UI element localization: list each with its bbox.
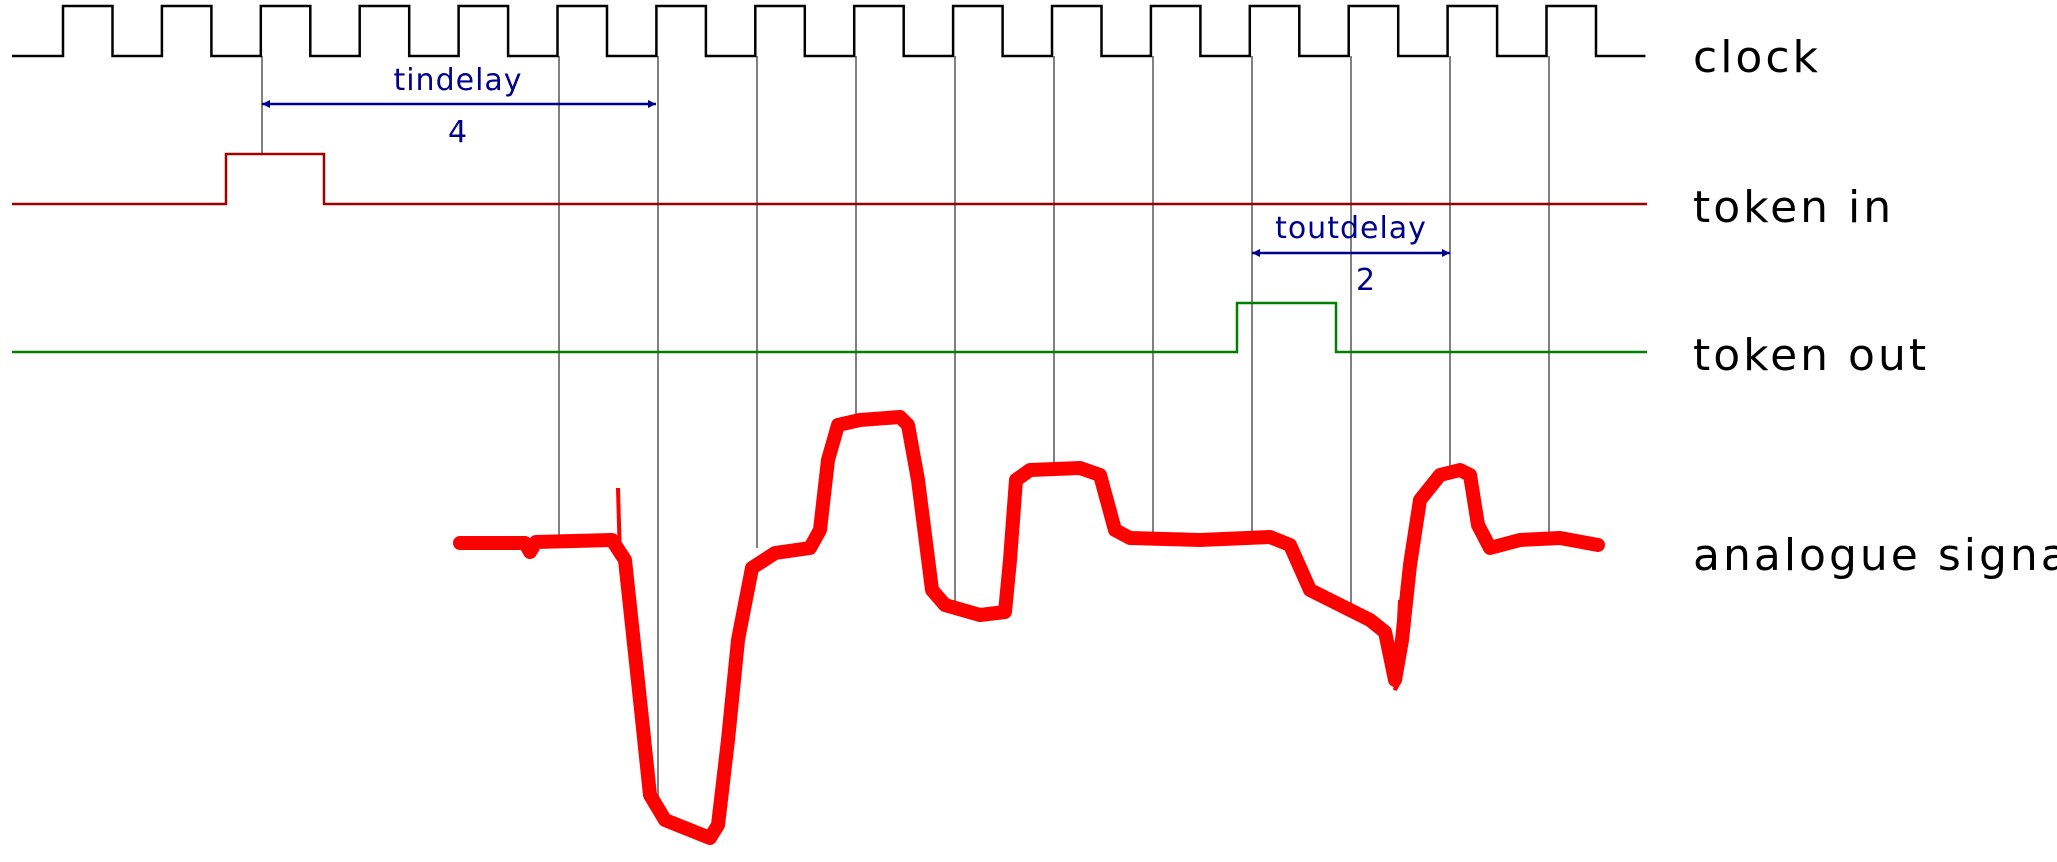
toutdelay-dimension: toutdelay 2	[1252, 211, 1450, 298]
tindelay-value: 4	[448, 115, 468, 150]
analogue-signal-waveform	[453, 410, 1605, 845]
token-in-label: token in	[1693, 182, 1894, 233]
tindelay-label: tindelay	[393, 63, 522, 98]
tindelay-dimension: tindelay 4	[262, 63, 656, 150]
clock-guide-lines	[261, 56, 1550, 820]
token-out-waveform	[12, 301, 1647, 354]
clock-label: clock	[1693, 32, 1821, 83]
token-out-label: token out	[1693, 330, 1929, 381]
clock-waveform	[12, 4, 1646, 58]
toutdelay-value: 2	[1356, 263, 1376, 298]
analogue-signal-label: analogue signal	[1693, 530, 2057, 581]
token-in-waveform	[12, 152, 1647, 206]
toutdelay-label: toutdelay	[1275, 211, 1427, 246]
